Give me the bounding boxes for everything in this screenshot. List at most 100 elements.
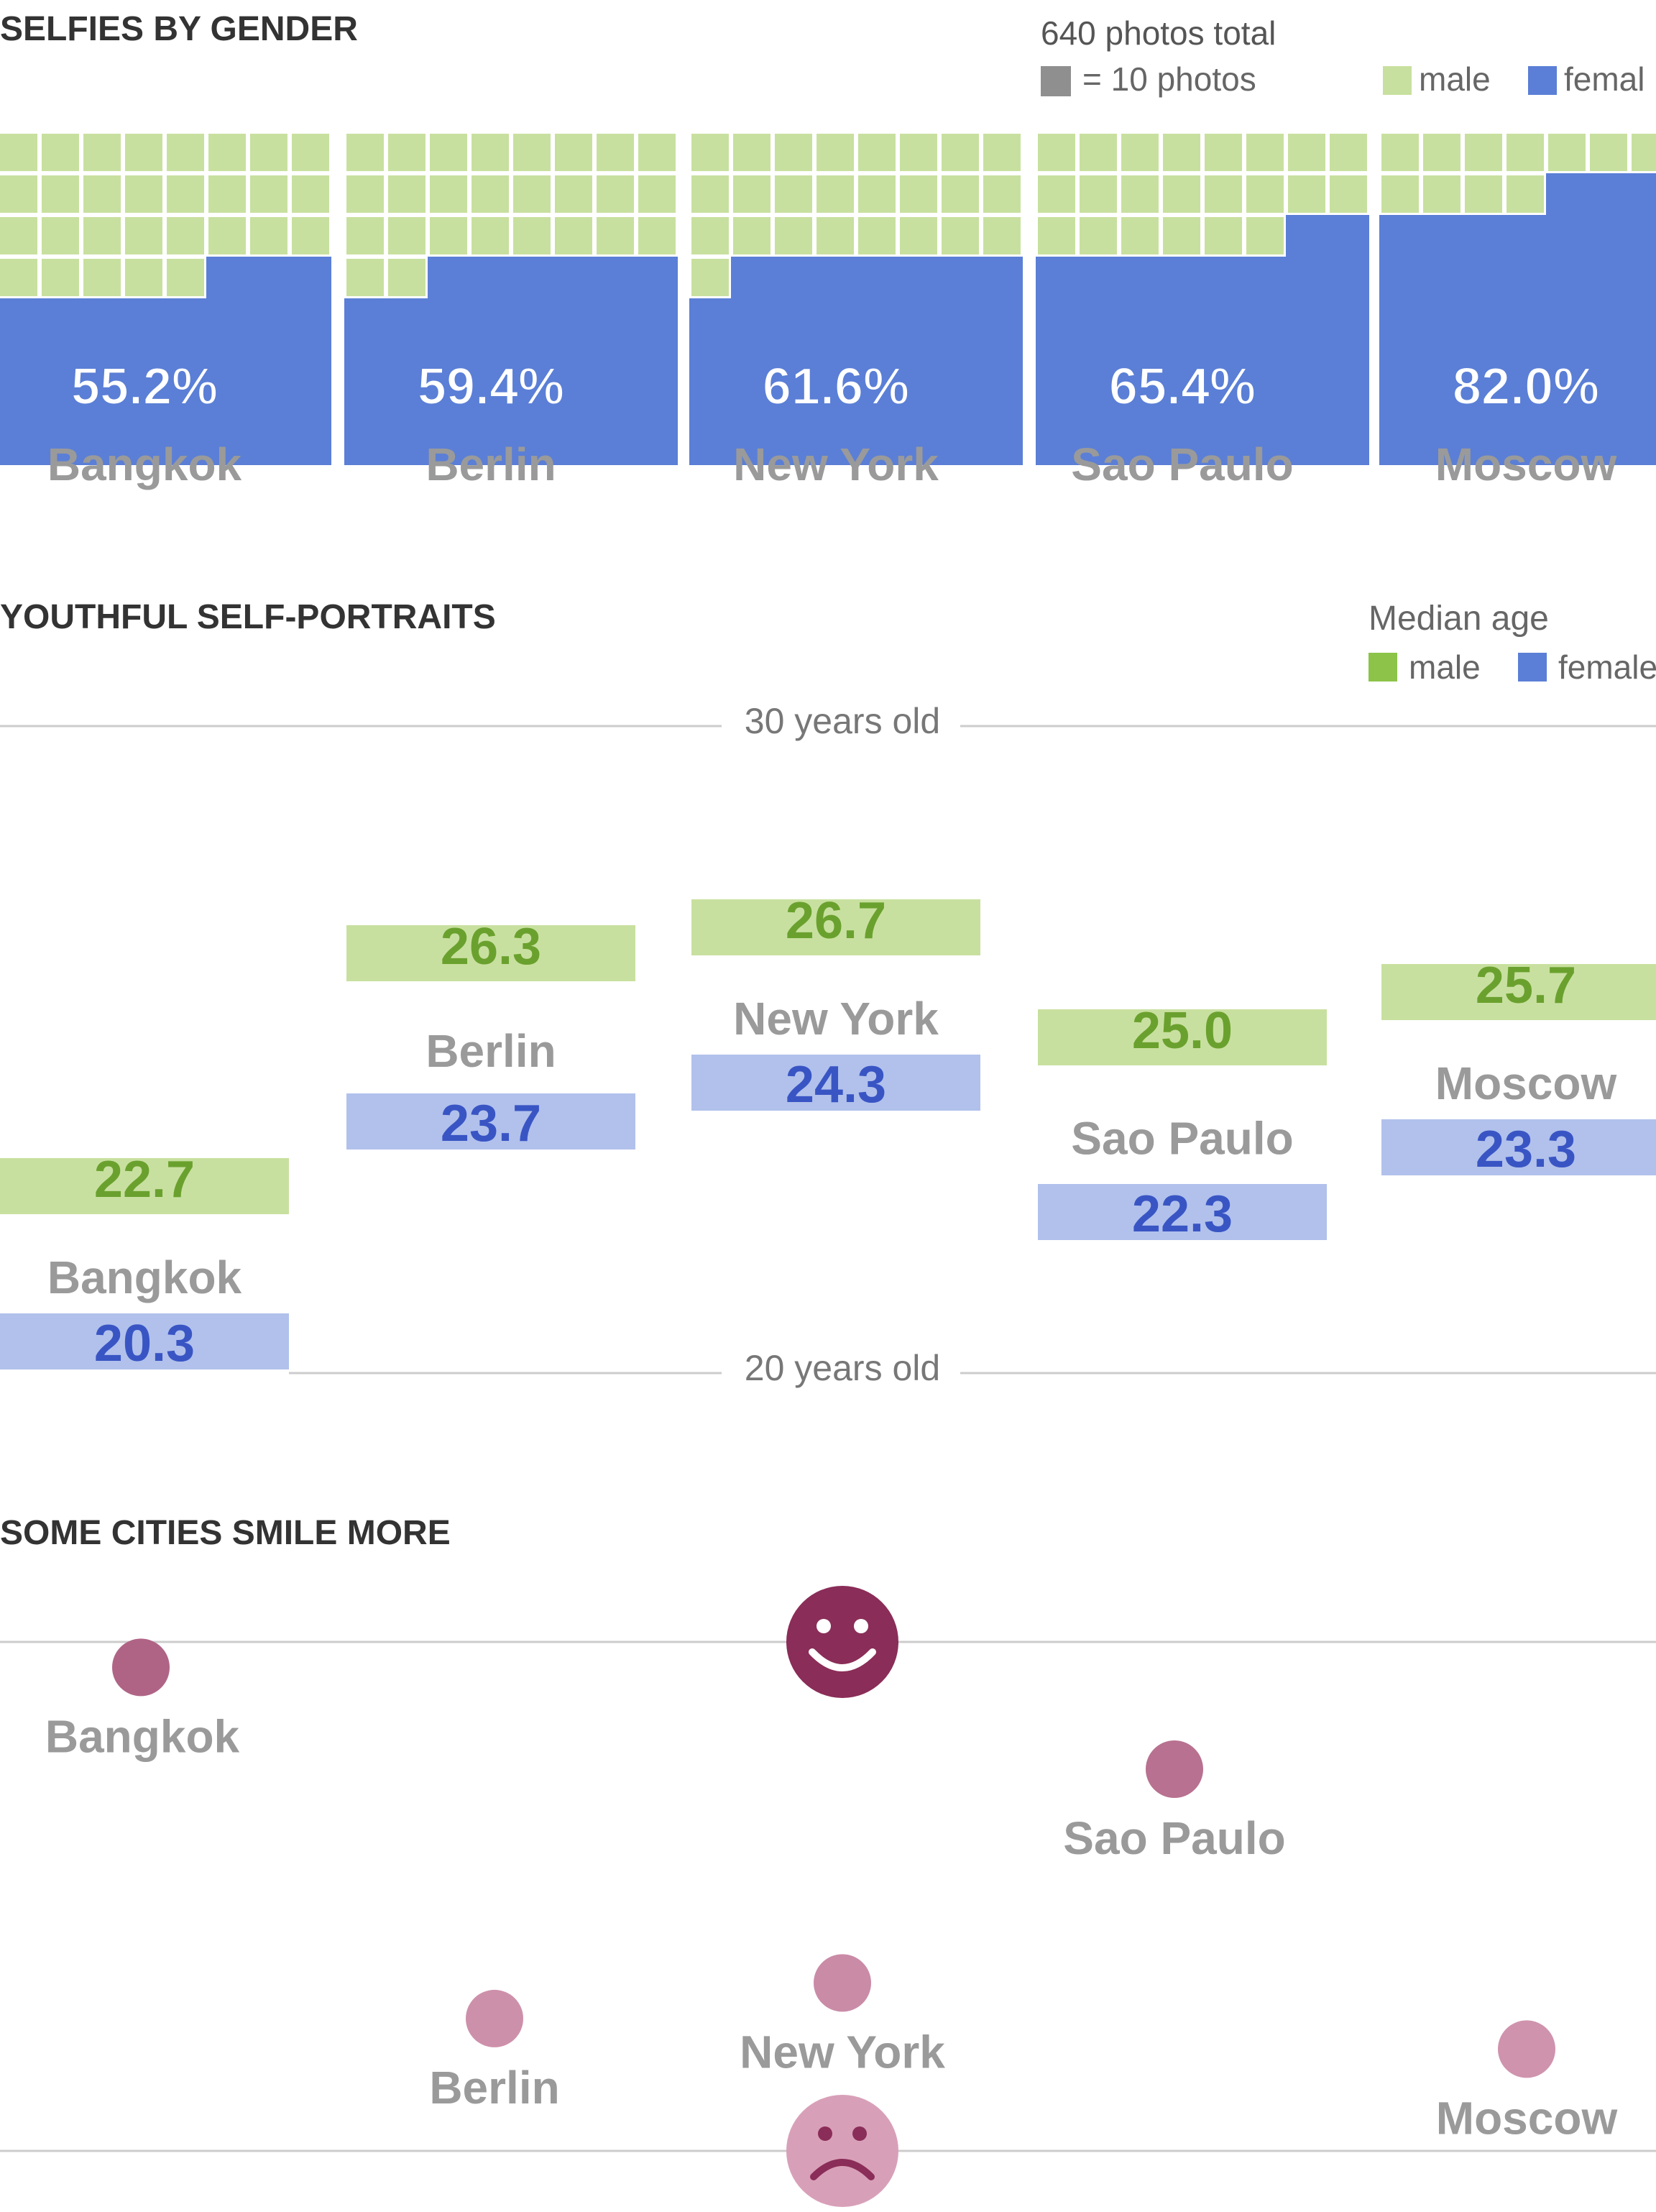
waffle-cell (1036, 298, 1077, 340)
waffle-cell (939, 423, 981, 465)
waffle-cell (513, 134, 551, 171)
waffle-cell (81, 340, 123, 382)
waffle-cell (816, 175, 854, 213)
waffle-cell (898, 298, 939, 340)
waffle-cell (1506, 134, 1544, 171)
waffle-cell (250, 217, 288, 254)
smile-city-label: Sao Paulo (1063, 1812, 1285, 1864)
waffle-cell (1119, 298, 1161, 340)
happy-face-mouth (809, 1648, 876, 1671)
waffle-cell (42, 259, 79, 296)
waffle-cell (248, 298, 290, 340)
waffle-cell (1077, 340, 1119, 382)
waffle-cell (1161, 257, 1202, 298)
waffle-cell (290, 423, 331, 465)
smile-dot (466, 1989, 523, 2047)
age-bangkok: 22.7 20.3 Bangkok (0, 1151, 289, 1372)
waffle-cell (858, 175, 896, 213)
age-city-label: Sao Paulo (1071, 1113, 1293, 1165)
male-age-label: 25.0 (1132, 1002, 1233, 1060)
sad-face-eye (818, 2126, 832, 2141)
waffle-cell (597, 134, 634, 171)
waffle-cell (1381, 134, 1419, 171)
waffle-cell (1036, 257, 1077, 298)
waffle-cell (939, 382, 981, 423)
age-sao-paulo: 25.0 22.3 Sao Paulo (1038, 1002, 1327, 1243)
waffle-cell (775, 175, 812, 213)
waffle-cell (1546, 173, 1588, 215)
smile-dot (814, 1954, 871, 2012)
waffle-cell (1328, 340, 1369, 382)
waffle-cell (1036, 423, 1077, 465)
waffle-cell (206, 340, 248, 382)
smiley-face-icon (786, 1586, 898, 1698)
waffle-cell (208, 134, 246, 171)
waffle-cell (555, 217, 592, 254)
waffle-cell (1463, 298, 1504, 340)
waffle-cell (0, 423, 40, 465)
waffle-cell (386, 298, 428, 340)
waffle-cell (1205, 134, 1242, 171)
waffle-cell (346, 259, 384, 296)
waffle-cell (428, 423, 469, 465)
happy-face-eye (816, 1619, 831, 1633)
waffle-cell (1463, 423, 1504, 465)
waffle-cell (1629, 382, 1656, 423)
waffle-cell (1379, 382, 1421, 423)
age-ref-top: 30 years old (745, 701, 940, 741)
waffle-cell (167, 259, 204, 296)
waffle-cell (898, 382, 939, 423)
waffle-cell (1202, 298, 1244, 340)
smile-title: SOME CITIES SMILE MORE (0, 1514, 451, 1552)
waffle-cell (386, 382, 428, 423)
waffle-cell (814, 423, 856, 465)
smile-city-label: Moscow (1436, 2092, 1618, 2144)
waffle-cell (594, 340, 636, 382)
waffle-cell (0, 175, 37, 213)
waffle-cell (430, 175, 467, 213)
smile-dot (112, 1638, 170, 1697)
male-age-label: 26.7 (786, 892, 886, 950)
waffle-cell (1119, 257, 1161, 298)
waffle-cell (1588, 215, 1629, 257)
waffle-cell (167, 134, 204, 171)
waffle-cell (1504, 382, 1546, 423)
waffle-cell (123, 382, 165, 423)
waffle-cell (388, 134, 426, 171)
waffle-cell (1286, 382, 1328, 423)
waffle-cell (939, 298, 981, 340)
waffle-cell (513, 175, 551, 213)
waffle-cell (1504, 215, 1546, 257)
waffle-cell (1504, 298, 1546, 340)
waffle-berlin: 59.4% Berlin (344, 134, 678, 490)
waffle-cell (691, 217, 729, 254)
waffle-cell (555, 134, 592, 171)
waffle-cell (206, 382, 248, 423)
waffle-city-label: New York (733, 439, 939, 490)
waffle-cell (0, 259, 37, 296)
waffle-cell (1465, 175, 1502, 213)
waffle-cell (942, 175, 979, 213)
waffle-cell (1328, 298, 1369, 340)
waffle-cell (290, 298, 331, 340)
waffle-cell (1077, 257, 1119, 298)
waffle-total-note: 640 photos total (1041, 14, 1276, 52)
female-age-bar (1038, 1184, 1327, 1240)
waffle-cell (856, 382, 898, 423)
smile-city-label: Berlin (429, 2062, 559, 2114)
waffle-cell (939, 340, 981, 382)
female-age-bar (1381, 1119, 1656, 1175)
waffle-cell (691, 259, 729, 296)
waffle-cell (1244, 298, 1286, 340)
waffle-cell (689, 298, 731, 340)
waffle-cell (1421, 423, 1463, 465)
waffle-cell (1629, 423, 1656, 465)
waffle-cell (1381, 175, 1419, 213)
waffle-cell (0, 134, 37, 171)
waffle-cell (206, 423, 248, 465)
waffle-cell (42, 175, 79, 213)
waffle-cell (469, 340, 511, 382)
waffle-cell (1246, 134, 1284, 171)
waffle-cell (636, 257, 678, 298)
waffle-cell (1286, 340, 1328, 382)
